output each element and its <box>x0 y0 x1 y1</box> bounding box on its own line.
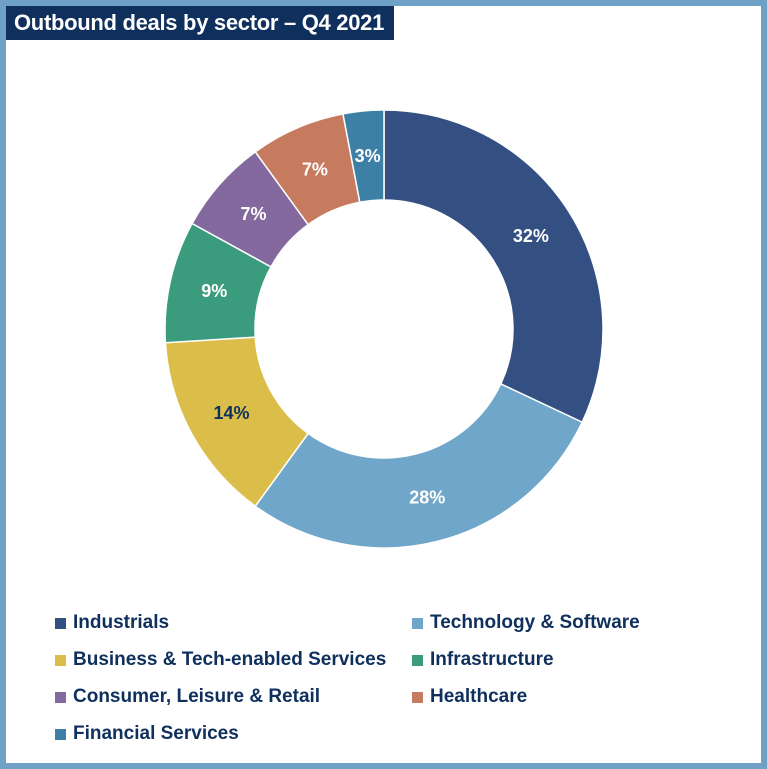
slice-label-infrastructure: 9% <box>201 281 227 301</box>
slice-label-healthcare: 7% <box>302 159 328 179</box>
slice-label-financial-services: 3% <box>355 146 381 166</box>
slice-label-consumer-leisure-and-retail: 7% <box>240 204 266 224</box>
slice-financial-services <box>342 109 385 204</box>
slice-label-business-and-tech-enabled-services: 14% <box>213 403 249 423</box>
slice-technology-and-software <box>254 382 584 549</box>
chart-title: Outbound deals by sector – Q4 2021 <box>6 6 395 40</box>
slice-label-industrials: 32% <box>513 226 549 246</box>
slice-label-technology-and-software: 28% <box>409 488 445 508</box>
slice-industrials <box>383 109 604 424</box>
